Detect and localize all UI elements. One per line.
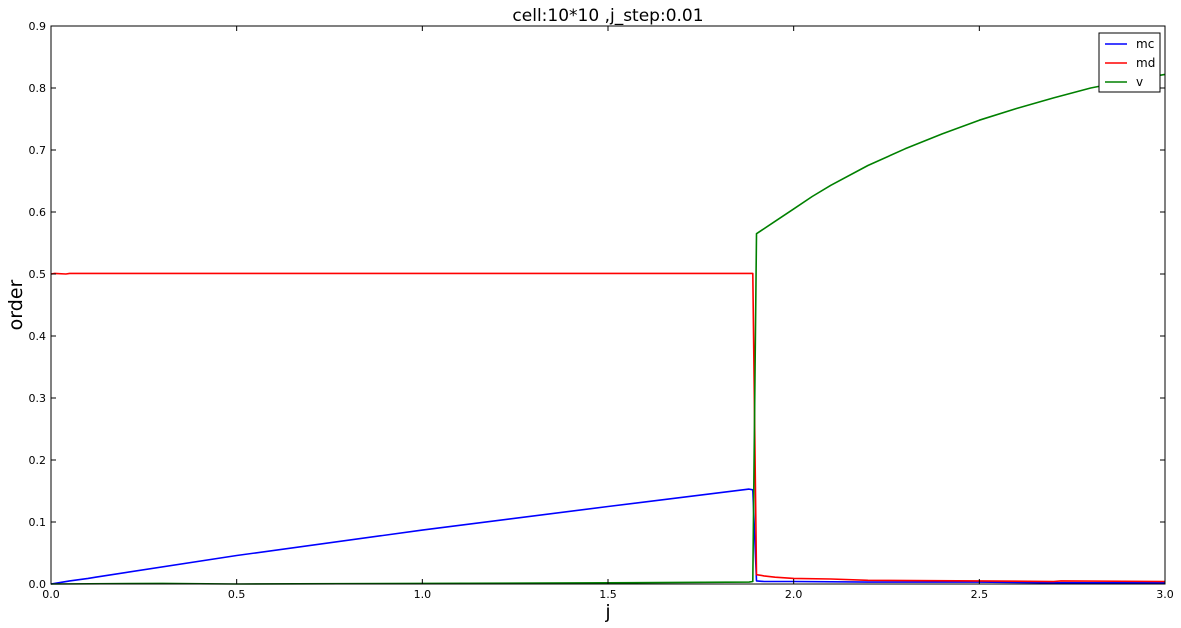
y-tick-label: 0.5 [29, 268, 47, 281]
y-tick-label: 0.1 [29, 516, 47, 529]
plot-frame [50, 25, 1166, 585]
x-tick-label: 1.0 [414, 588, 432, 601]
legend-label-v: v [1136, 75, 1143, 89]
legend: mc md v [1098, 32, 1161, 93]
x-tick-label: 3.0 [1156, 588, 1174, 601]
x-tick-label: 0.5 [228, 588, 246, 601]
legend-label-mc: mc [1136, 37, 1154, 51]
x-axis-label: j [604, 601, 610, 623]
y-tick-label: 0.7 [29, 144, 47, 157]
x-tick-label: 2.5 [971, 588, 989, 601]
series-line-mc [50, 488, 1165, 585]
x-tick-label: 2.0 [785, 588, 803, 601]
legend-label-md: md [1136, 56, 1155, 70]
y-tick-label: 0.2 [29, 454, 47, 467]
y-tick-label: 0.6 [29, 206, 47, 219]
y-tick-label: 0.3 [29, 392, 47, 405]
series-line-v [50, 73, 1166, 585]
y-axis-label: order [5, 279, 27, 330]
y-tick-label: 0.9 [29, 20, 47, 33]
y-tick-label: 0.4 [29, 330, 47, 343]
x-tick-label: 1.5 [599, 588, 617, 601]
plot-area [50, 73, 1166, 585]
series-line-md [50, 272, 1166, 583]
axes: 0.0 0.5 1.0 1.5 2.0 2.5 3.0 0.0 0.1 0.2 0.3 0.4 0.5 0… [29, 20, 1174, 601]
y-tick-label: 0.0 [29, 578, 47, 591]
y-tick-label: 0.8 [29, 82, 47, 95]
chart-title: cell:10*10 ,j_step:0.01 [512, 6, 703, 26]
x-tick-label: 0.0 [42, 588, 60, 601]
